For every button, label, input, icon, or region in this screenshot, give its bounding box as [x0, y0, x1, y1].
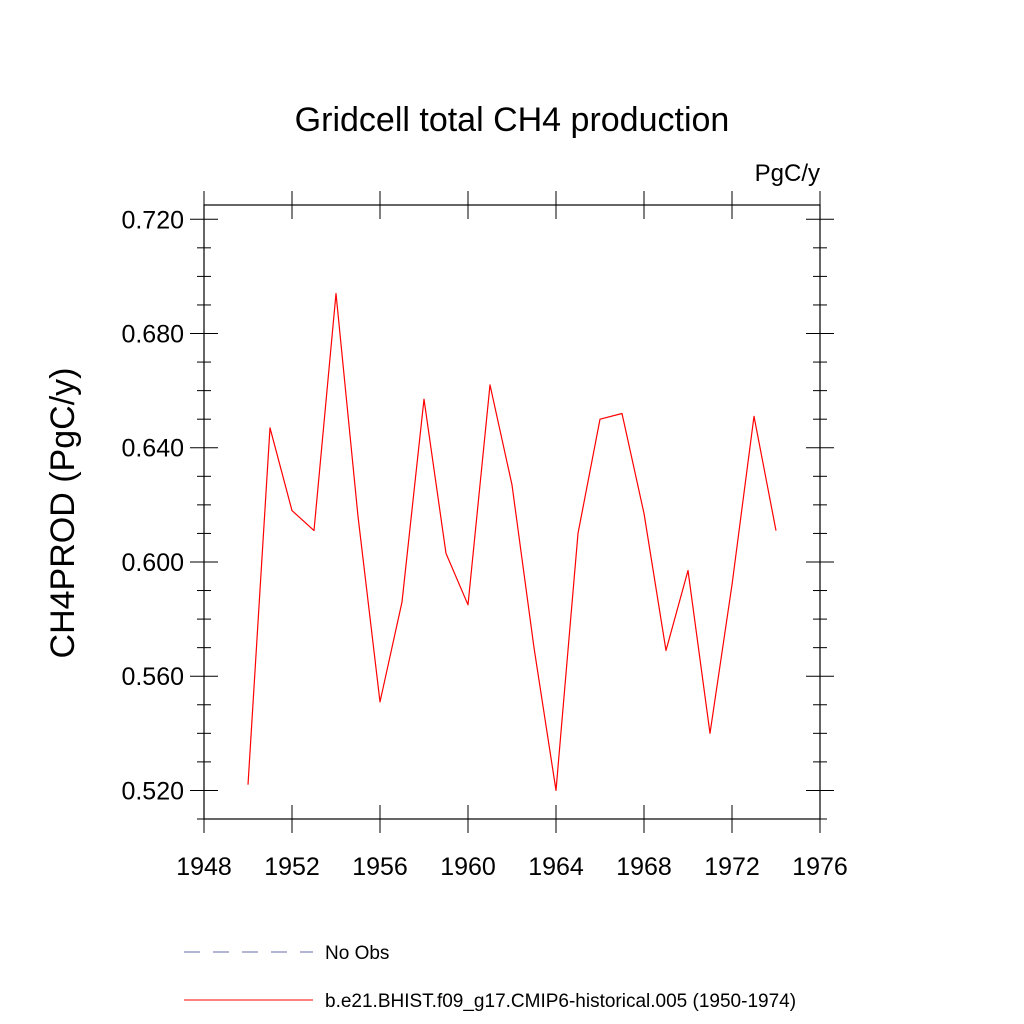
legend-label: No Obs: [325, 943, 389, 964]
data-point: [511, 484, 513, 486]
data-point: [445, 552, 447, 554]
x-tick-label: 1960: [440, 853, 496, 881]
data-point: [489, 384, 491, 386]
legend-label: b.e21.BHIST.f09_g17.CMIP6-historical.005…: [325, 991, 796, 1012]
series-layer: [247, 292, 777, 792]
data-point: [269, 427, 271, 429]
data-point: [533, 647, 535, 649]
units-label: PgC/y: [755, 160, 820, 187]
data-point: [577, 532, 579, 534]
data-point: [423, 398, 425, 400]
data-point: [665, 650, 667, 652]
x-axis: 1948 1952 1956 1960 1964 1968 1972 1976: [176, 191, 848, 881]
x-tick-label: 1956: [352, 853, 408, 881]
data-point: [599, 418, 601, 420]
y-axis-label: CH4PROD (PgC/y): [44, 368, 82, 659]
data-point: [291, 510, 293, 512]
data-point: [621, 412, 623, 414]
y-tick-label: 0.680: [121, 321, 184, 349]
data-point: [247, 784, 249, 786]
y-axis: 0.520 0.560 0.600 0.640 0.680 0.720: [121, 206, 834, 820]
y-tick-label: 0.600: [121, 549, 184, 577]
x-tick-label: 1964: [528, 853, 584, 881]
data-point: [555, 789, 557, 791]
x-tick-label: 1972: [704, 853, 760, 881]
data-point: [753, 415, 755, 417]
data-point: [709, 732, 711, 734]
data-point: [467, 604, 469, 606]
x-tick-label: 1952: [264, 853, 320, 881]
data-point: [379, 701, 381, 703]
x-tick-label: 1976: [792, 853, 848, 881]
series-line: [247, 292, 777, 792]
x-tick-label: 1948: [176, 853, 232, 881]
plot-frame: [203, 204, 821, 820]
data-point: [401, 601, 403, 603]
x-tick-label: 1968: [616, 853, 672, 881]
y-tick-label: 0.720: [121, 206, 184, 234]
y-tick-label: 0.560: [121, 663, 184, 691]
y-tick-label: 0.520: [121, 777, 184, 805]
legend: No Obs b.e21.BHIST.f09_g17.CMIP6-historic…: [184, 943, 796, 1012]
data-point: [313, 530, 315, 532]
data-point: [643, 512, 645, 514]
data-point: [687, 570, 689, 572]
y-tick-label: 0.640: [121, 435, 184, 463]
data-point: [775, 530, 777, 532]
data-point: [335, 293, 337, 295]
chart-title: Gridcell total CH4 production: [295, 101, 730, 139]
data-point: [357, 515, 359, 517]
data-point: [731, 584, 733, 586]
